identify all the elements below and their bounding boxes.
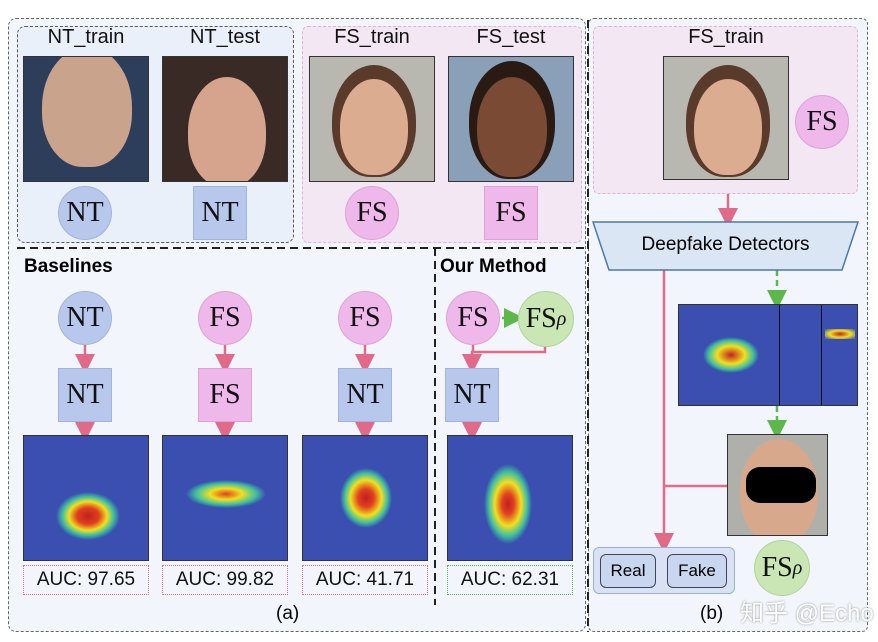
deepfake-detectors-shape bbox=[591, 221, 860, 271]
token-nt-circle: NT bbox=[58, 186, 112, 240]
label-nt-train: NT_train bbox=[47, 26, 125, 48]
baseline-2-source: FS bbox=[198, 291, 252, 345]
caption-b: (b) bbox=[700, 603, 724, 624]
panel-b-fs-train-image bbox=[663, 56, 789, 180]
label-nt-test: NT_test bbox=[189, 26, 261, 48]
label-fs-test: FS_test bbox=[476, 26, 546, 48]
baselines-title: Baselines bbox=[24, 256, 113, 277]
token-nt-square: NT bbox=[193, 186, 247, 240]
label-fs-train: FS_train bbox=[334, 26, 410, 48]
fs-rho-text: FS bbox=[761, 552, 793, 583]
panel-b-fs-rho-token: FS ρ bbox=[754, 540, 810, 596]
baseline-3-source: FS bbox=[338, 291, 392, 345]
real-output: Real bbox=[600, 554, 656, 588]
baseline-1-target: NT bbox=[58, 368, 112, 422]
panel-b-masked-face bbox=[727, 434, 828, 536]
baseline-1-source: NT bbox=[58, 291, 112, 345]
nt-train-image bbox=[23, 56, 149, 182]
nt-test-image bbox=[162, 56, 288, 182]
fs-train-image bbox=[309, 56, 435, 182]
mask-region bbox=[746, 467, 816, 503]
heatmap-baseline-2 bbox=[162, 435, 288, 561]
panel-b-fs-token: FS bbox=[795, 95, 849, 149]
heatmap-baseline-1 bbox=[23, 435, 149, 561]
auc-our-method: AUC: 62.31 bbox=[447, 565, 573, 595]
fs-rho-text: FS bbox=[525, 303, 557, 334]
heatmap-our-method bbox=[447, 435, 573, 561]
deepfake-detectors-label: Deepfake Detectors bbox=[641, 234, 810, 255]
our-method-augmented: FS ρ bbox=[518, 291, 574, 347]
panel-b-label: FS_train bbox=[688, 26, 764, 48]
heatmap-baseline-3 bbox=[302, 435, 428, 561]
baseline-2-target: FS bbox=[198, 368, 252, 422]
baseline-3-target: NT bbox=[338, 368, 392, 422]
panel-b-heatmap-stack bbox=[678, 304, 858, 406]
our-method-target: NT bbox=[445, 368, 499, 422]
watermark: 知乎 @Echo bbox=[740, 600, 874, 627]
rho-subscript: ρ bbox=[556, 307, 567, 330]
auc-baseline-3: AUC: 41.71 bbox=[302, 565, 428, 595]
our-method-source: FS bbox=[446, 291, 500, 345]
fs-test-image bbox=[448, 56, 574, 182]
our-method-title: Our Method bbox=[440, 256, 547, 277]
fake-output: Fake bbox=[667, 554, 727, 588]
token-fs-circle: FS bbox=[345, 186, 399, 240]
auc-baseline-1: AUC: 97.65 bbox=[23, 565, 149, 595]
rho-subscript: ρ bbox=[792, 556, 803, 579]
caption-a: (a) bbox=[276, 603, 300, 624]
auc-baseline-2: AUC: 99.82 bbox=[162, 565, 288, 595]
token-fs-square: FS bbox=[484, 186, 538, 240]
